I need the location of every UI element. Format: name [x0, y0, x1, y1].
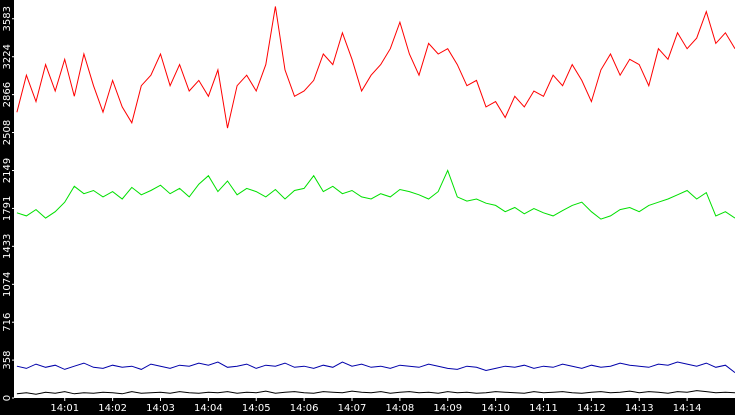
x-tick-label: 14:06 [290, 403, 319, 414]
y-tick-label: 1791 [2, 196, 13, 221]
series-line [16, 169, 735, 220]
x-tick-label: 14:03 [146, 403, 175, 414]
x-tick-label: 14:02 [98, 403, 127, 414]
y-tick-label: 0 [2, 395, 13, 401]
x-tick-label: 14:13 [625, 403, 654, 414]
y-tick-label: 2149 [2, 158, 13, 183]
series-line [16, 361, 735, 373]
series-line [16, 6, 735, 129]
y-tick-label: 2866 [2, 82, 13, 107]
x-tick-label: 14:09 [433, 403, 462, 414]
x-tick-label: 14:05 [242, 403, 271, 414]
x-tick-label: 14:10 [481, 403, 510, 414]
plot-area [14, 0, 735, 398]
y-tick-label: 3224 [2, 44, 13, 69]
x-tick-label: 14:08 [385, 403, 414, 414]
x-tick-label: 14:07 [338, 403, 367, 414]
y-axis-strip [0, 0, 14, 415]
y-tick-label: 2508 [2, 120, 13, 145]
y-tick-label: 1074 [2, 272, 13, 297]
y-tick-label: 358 [2, 351, 13, 370]
y-tick-label: 3583 [2, 6, 13, 31]
x-axis-strip [0, 398, 735, 415]
x-tick-label: 14:01 [50, 403, 79, 414]
y-tick-label: 716 [2, 313, 13, 332]
x-tick-label: 14:04 [194, 403, 223, 414]
x-tick-label: 14:12 [577, 403, 606, 414]
x-tick-label: 14:11 [529, 403, 558, 414]
series-line [16, 390, 735, 395]
y-tick-label: 1433 [2, 234, 13, 259]
x-tick-label: 14:14 [673, 403, 702, 414]
